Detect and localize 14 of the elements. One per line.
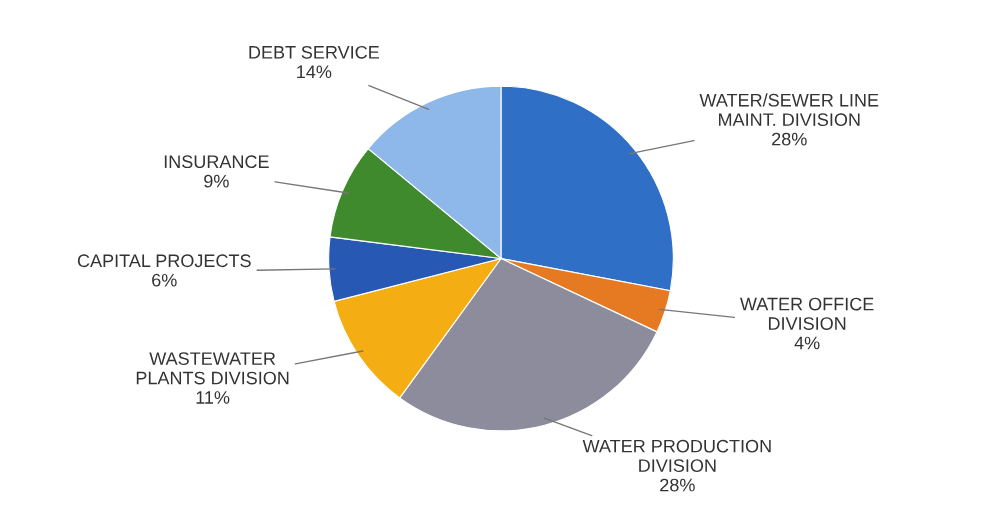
slice-label: INSURANCE [164,155,269,169]
data-label: 28% [660,478,695,492]
slice-label: WASTEWATER PLANTS DIVISION [136,352,289,385]
slice-label: WATER PRODUCTION DIVISION [582,439,771,472]
slice-label: WATER/SEWER LINE MAINT. DIVISION [699,93,879,127]
slice-label: WATER OFFICE DIVISION [740,297,874,330]
slice-label: CAPITAL PROJECTS [77,254,251,268]
data-label: 28% [772,132,807,146]
data-label: 14% [297,65,332,79]
data-label: 11% [196,391,230,404]
slice-label: DEBT SERVICE [249,45,379,59]
data-label: 9% [204,174,229,188]
data-label: 4% [794,336,820,350]
data-label: 6% [152,273,177,287]
